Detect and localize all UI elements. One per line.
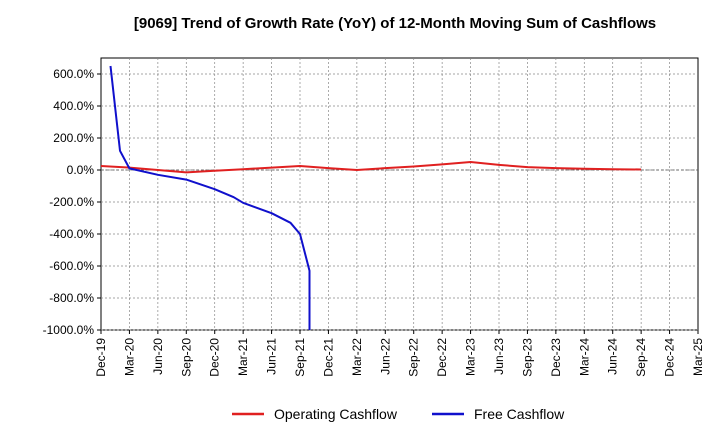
x-tick-label: Dec-24 xyxy=(663,338,677,377)
legend: Operating Cashflow Free Cashflow xyxy=(232,406,565,422)
x-tick-label: Mar-24 xyxy=(577,338,591,376)
x-tick-label: Mar-21 xyxy=(236,338,250,376)
y-tick-label: 200.0% xyxy=(53,131,94,145)
x-tick-label: Dec-23 xyxy=(549,338,563,377)
grid xyxy=(101,58,698,331)
y-axis: 600.0% 400.0% 200.0% 0.0% -200.0% -400.0% -600… xyxy=(43,67,101,337)
y-tick-label: 400.0% xyxy=(53,99,94,113)
x-tick-label: Sep-21 xyxy=(293,338,307,377)
x-tick-label: Mar-22 xyxy=(350,338,364,376)
x-tick-label: Jun-21 xyxy=(265,338,279,375)
operating-cashflow-legend-label: Operating Cashflow xyxy=(274,406,398,422)
x-tick-label: Sep-20 xyxy=(179,338,193,377)
series-lines xyxy=(100,65,642,330)
x-tick-label: Mar-25 xyxy=(691,338,705,376)
y-tick-label: 600.0% xyxy=(53,67,94,81)
x-tick-label: Jun-20 xyxy=(151,338,165,375)
y-tick-label: -800.0% xyxy=(49,291,94,305)
x-tick-label: Jun-22 xyxy=(378,338,392,375)
plot-area xyxy=(100,57,699,331)
x-axis: Dec-19 Mar-20 Jun-20 Sep-20 Dec-20 Mar-21 Jun-… xyxy=(94,330,705,377)
x-tick-label: Sep-23 xyxy=(520,338,534,377)
x-tick-label: Sep-22 xyxy=(407,338,421,377)
x-tick-label: Dec-19 xyxy=(94,338,108,377)
x-tick-label: Dec-21 xyxy=(321,338,335,377)
y-tick-label: -400.0% xyxy=(49,227,94,241)
free-cashflow-line xyxy=(109,65,311,330)
x-tick-label: Mar-23 xyxy=(464,338,478,376)
chart-title: [9069] Trend of Growth Rate (YoY) of 12-… xyxy=(134,15,656,32)
x-tick-label: Dec-20 xyxy=(208,338,222,377)
x-tick-label: Mar-20 xyxy=(122,338,136,376)
y-tick-label: -1000.0% xyxy=(43,323,95,337)
y-tick-label: 0.0% xyxy=(67,163,95,177)
x-tick-label: Dec-22 xyxy=(435,338,449,377)
x-tick-label: Sep-24 xyxy=(634,338,648,377)
x-tick-label: Jun-23 xyxy=(492,338,506,375)
y-tick-label: -600.0% xyxy=(49,259,94,273)
y-tick-label: -200.0% xyxy=(49,195,94,209)
x-tick-label: Jun-24 xyxy=(606,338,620,375)
operating-cashflow-line xyxy=(100,161,642,174)
free-cashflow-legend-label: Free Cashflow xyxy=(474,406,565,422)
